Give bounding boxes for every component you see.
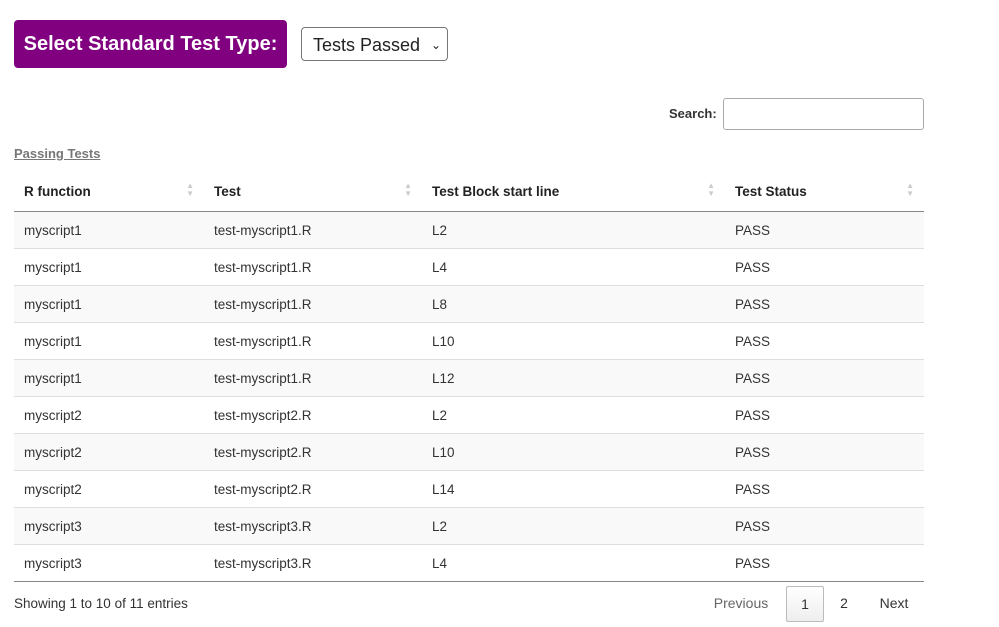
- table-cell: PASS: [725, 433, 924, 471]
- table-cell: test-myscript1.R: [204, 211, 422, 249]
- sort-icon: ▲ ▼: [707, 181, 715, 198]
- previous-button[interactable]: Previous: [713, 595, 769, 611]
- table-cell: myscript1: [14, 322, 204, 360]
- table-row: myscript1 test-myscript1.R L10 PASS: [14, 322, 924, 360]
- sort-icon: ▲ ▼: [906, 181, 914, 198]
- table-cell: PASS: [725, 470, 924, 508]
- search-label: Search:: [669, 106, 717, 121]
- column-header-label: Test: [214, 184, 241, 199]
- table-row: myscript2 test-myscript2.R L14 PASS: [14, 470, 924, 508]
- table-cell: test-myscript2.R: [204, 433, 422, 471]
- table-cell: L2: [422, 507, 725, 545]
- table-cell: test-myscript1.R: [204, 285, 422, 323]
- table-cell: myscript3: [14, 507, 204, 545]
- table-row: myscript3 test-myscript3.R L2 PASS: [14, 507, 924, 545]
- table-cell: PASS: [725, 285, 924, 323]
- column-header-label: Test Block start line: [432, 184, 560, 199]
- column-header[interactable]: Test Block start line ▲ ▼: [422, 172, 725, 212]
- table-info: Showing 1 to 10 of 11 entries: [14, 596, 188, 611]
- table-cell: PASS: [725, 211, 924, 249]
- table-row: myscript2 test-myscript2.R L10 PASS: [14, 433, 924, 471]
- table-cell: myscript2: [14, 433, 204, 471]
- test-type-select[interactable]: Tests Passed ⌄: [301, 27, 448, 61]
- table-cell: PASS: [725, 507, 924, 545]
- table-cell: myscript3: [14, 544, 204, 582]
- page-2-button[interactable]: 2: [840, 595, 848, 611]
- table-row: myscript3 test-myscript3.R L4 PASS: [14, 544, 924, 582]
- table-cell: myscript1: [14, 285, 204, 323]
- sort-icon: ▲ ▼: [404, 181, 412, 198]
- table-row: myscript1 test-myscript1.R L8 PASS: [14, 285, 924, 323]
- table-row: myscript1 test-myscript1.R L2 PASS: [14, 211, 924, 249]
- table-cell: L12: [422, 359, 725, 397]
- table-cell: L14: [422, 470, 725, 508]
- column-header-label: R function: [24, 184, 91, 199]
- table-cell: L8: [422, 285, 725, 323]
- page-1-button[interactable]: 1: [786, 586, 824, 622]
- table-cell: L10: [422, 433, 725, 471]
- tests-table: R function ▲ ▼ Test ▲ ▼ Test Block start line ▲…: [14, 172, 924, 582]
- table-cell: L2: [422, 211, 725, 249]
- table-cell: PASS: [725, 544, 924, 582]
- table-cell: test-myscript2.R: [204, 470, 422, 508]
- table-cell: myscript1: [14, 248, 204, 286]
- column-header[interactable]: Test ▲ ▼: [204, 172, 422, 212]
- table-cell: test-myscript1.R: [204, 248, 422, 286]
- table-cell: L2: [422, 396, 725, 434]
- table-cell: PASS: [725, 359, 924, 397]
- table-cell: L10: [422, 322, 725, 360]
- table-cell: L4: [422, 544, 725, 582]
- table-cell: myscript2: [14, 470, 204, 508]
- table-cell: test-myscript3.R: [204, 507, 422, 545]
- table-caption: Passing Tests: [14, 146, 101, 161]
- chevron-down-icon: ⌄: [430, 38, 441, 52]
- search-input[interactable]: [723, 98, 924, 130]
- table-cell: test-myscript3.R: [204, 544, 422, 582]
- table-cell: L4: [422, 248, 725, 286]
- table-cell: PASS: [725, 396, 924, 434]
- table-row: myscript2 test-myscript2.R L2 PASS: [14, 396, 924, 434]
- column-header[interactable]: R function ▲ ▼: [14, 172, 204, 212]
- table-cell: test-myscript1.R: [204, 322, 422, 360]
- select-value: Tests Passed: [313, 35, 421, 55]
- column-header-label: Test Status: [735, 184, 807, 199]
- column-header[interactable]: Test Status ▲ ▼: [725, 172, 924, 212]
- table-row: myscript1 test-myscript1.R L4 PASS: [14, 248, 924, 286]
- test-type-label: Select Standard Test Type:: [14, 20, 287, 68]
- table-cell: PASS: [725, 248, 924, 286]
- table-row: myscript1 test-myscript1.R L12 PASS: [14, 359, 924, 397]
- table-cell: PASS: [725, 322, 924, 360]
- table-cell: myscript2: [14, 396, 204, 434]
- table-cell: myscript1: [14, 359, 204, 397]
- sort-icon: ▲ ▼: [186, 181, 194, 198]
- table-cell: test-myscript2.R: [204, 396, 422, 434]
- table-cell: myscript1: [14, 211, 204, 249]
- table-cell: test-myscript1.R: [204, 359, 422, 397]
- next-button[interactable]: Next: [879, 595, 909, 611]
